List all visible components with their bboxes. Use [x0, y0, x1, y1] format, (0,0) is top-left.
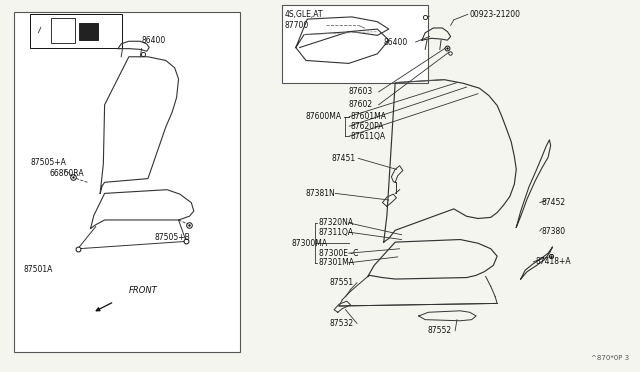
Text: 4S,GLE,AT: 4S,GLE,AT — [285, 10, 323, 19]
Text: 87501A: 87501A — [24, 264, 53, 273]
Text: 87505+A: 87505+A — [30, 157, 66, 167]
Text: 87320NA: 87320NA — [319, 218, 354, 227]
Text: 87620PA: 87620PA — [351, 122, 384, 131]
Bar — [282, 5, 428, 83]
Text: 66860RA: 66860RA — [49, 169, 84, 177]
Text: FRONT: FRONT — [129, 286, 157, 295]
Text: 87300MA: 87300MA — [291, 239, 328, 248]
Text: 87552: 87552 — [427, 326, 451, 335]
Text: 87551: 87551 — [330, 278, 354, 287]
Bar — [79, 23, 99, 40]
Text: 87600MA: 87600MA — [306, 112, 342, 121]
Text: 00923-21200: 00923-21200 — [470, 10, 521, 19]
Text: 87300E -C: 87300E -C — [319, 249, 358, 258]
Text: 87611QA: 87611QA — [351, 132, 386, 141]
Text: 87452: 87452 — [541, 198, 566, 207]
Text: 87532: 87532 — [330, 319, 354, 328]
Text: 87505+B: 87505+B — [154, 233, 190, 242]
Text: ^870*0P 3: ^870*0P 3 — [591, 355, 629, 361]
Text: 87602: 87602 — [349, 100, 372, 109]
Text: 87381N: 87381N — [306, 189, 336, 198]
Text: 87601MA: 87601MA — [351, 112, 387, 121]
Text: 87311QA: 87311QA — [319, 228, 354, 237]
Bar — [30, 14, 122, 48]
Text: 87603: 87603 — [349, 87, 373, 96]
Bar — [14, 13, 241, 352]
Text: 87700: 87700 — [285, 21, 309, 30]
Text: 86400: 86400 — [384, 38, 408, 46]
Text: 86400: 86400 — [141, 36, 166, 45]
Text: 87451: 87451 — [332, 154, 356, 163]
Text: 87380: 87380 — [541, 227, 566, 235]
Bar — [51, 18, 75, 43]
Text: 87301MA: 87301MA — [319, 258, 355, 267]
Text: 87418+A: 87418+A — [536, 257, 571, 266]
